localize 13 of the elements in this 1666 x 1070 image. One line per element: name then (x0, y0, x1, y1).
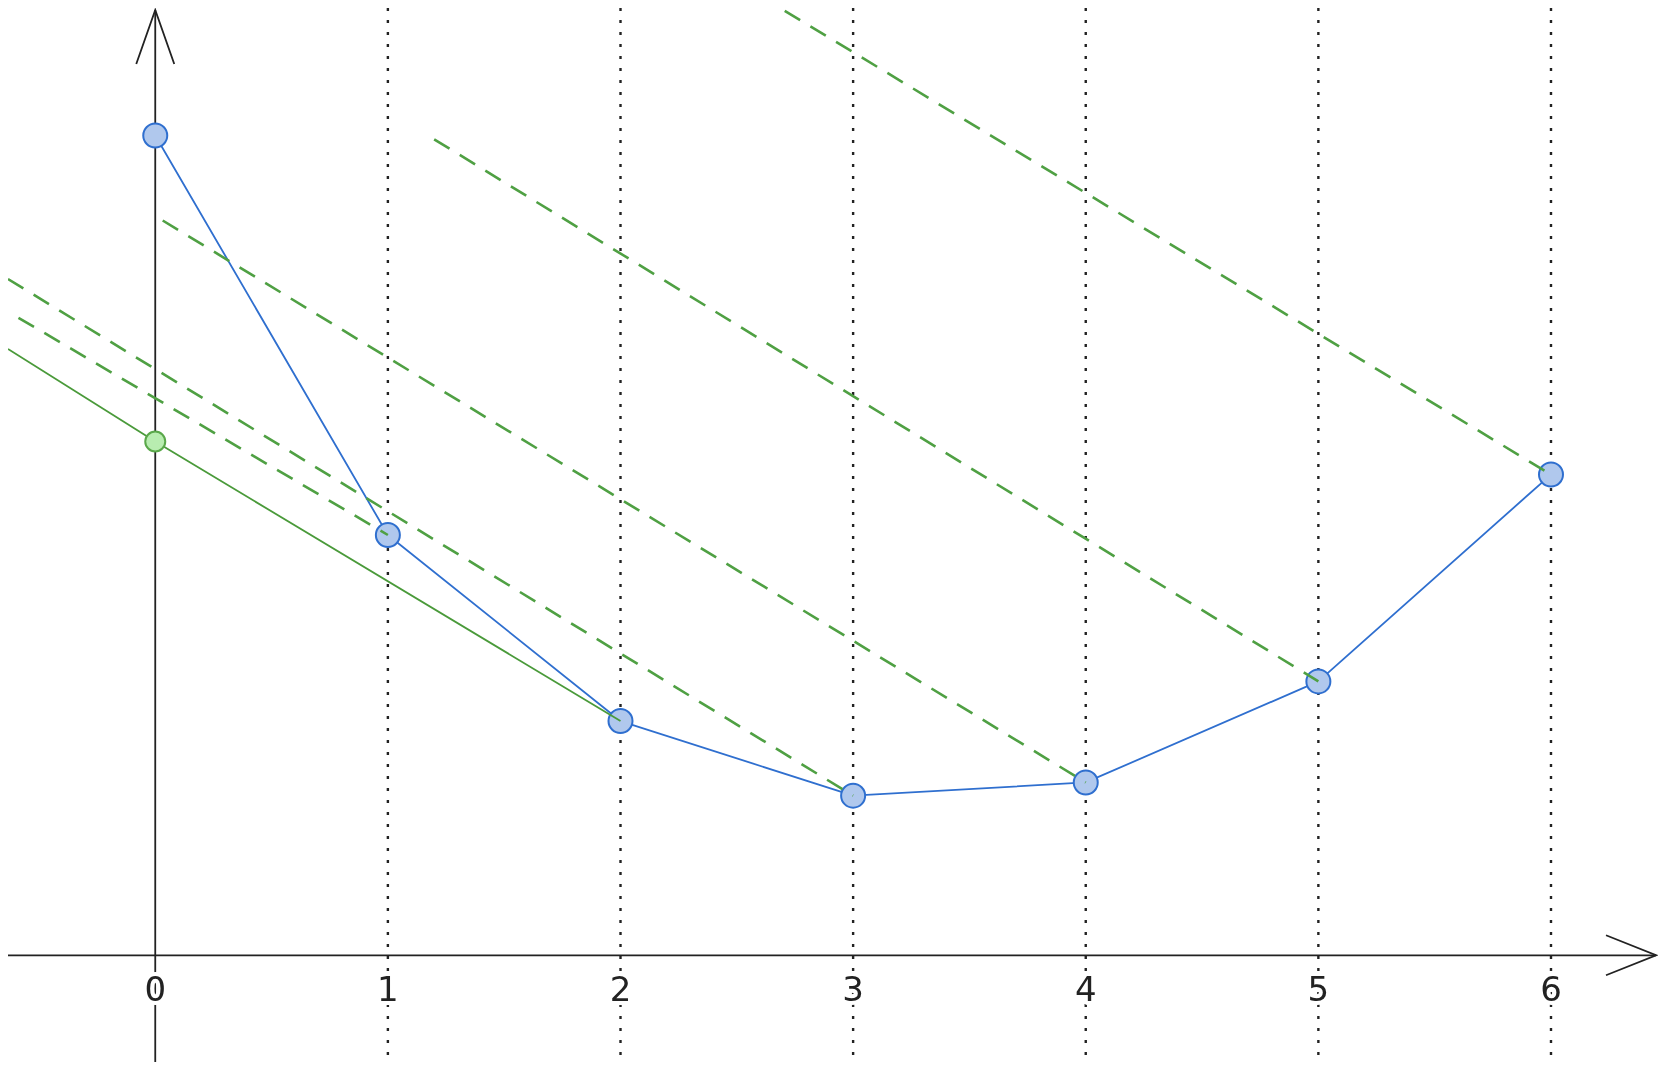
x-tick-label: 4 (1074, 969, 1097, 1010)
point (1537, 461, 1564, 488)
point (142, 122, 169, 149)
point (144, 430, 167, 453)
x-tick-label: 2 (609, 969, 632, 1010)
point (607, 708, 634, 735)
point (1305, 668, 1332, 695)
point (374, 522, 401, 548)
point (1072, 769, 1099, 796)
x-tick-label: 6 (1540, 969, 1562, 1010)
x-tick-label: 5 (1307, 969, 1330, 1010)
x-tick-label: 3 (842, 969, 864, 1010)
point (840, 782, 867, 809)
